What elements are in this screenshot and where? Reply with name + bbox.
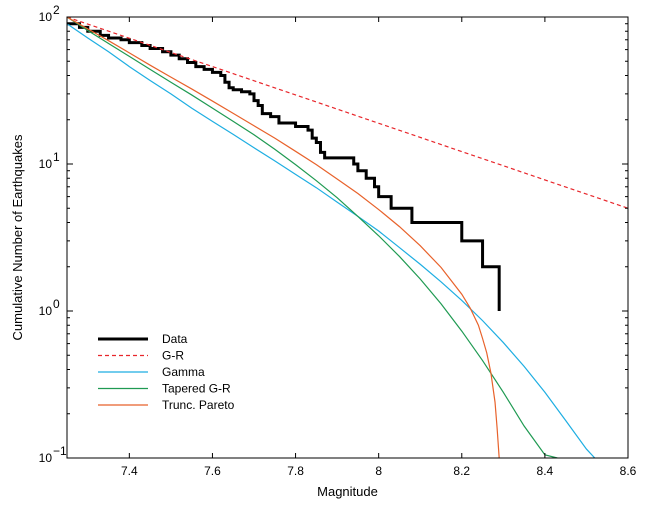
x-tick-label: 8 — [375, 464, 382, 478]
y-tick-label: 10 — [39, 10, 53, 24]
series-line-gamma — [67, 23, 596, 458]
y-tick-base: 10 — [39, 157, 53, 171]
x-tick-label: 8.6 — [620, 464, 637, 478]
series-line-data — [67, 22, 501, 311]
y-tick-label: 10 — [39, 304, 53, 318]
x-axis-title: Magnitude — [317, 484, 378, 499]
legend: Data G-R Gamma Tapered G-R Trunc. Pareto — [98, 332, 235, 412]
y-tick-exponent: 0 — [53, 297, 60, 311]
x-tick-label: 8.2 — [453, 464, 470, 478]
y-tick-exponent: 1 — [53, 150, 60, 164]
y-tick-label: 10 — [39, 451, 53, 465]
series-line-trunc-pareto — [67, 17, 500, 458]
legend-label-g-r: G-R — [162, 349, 184, 363]
x-tick-label: 7.6 — [204, 464, 221, 478]
y-tick-exponent: −1 — [53, 444, 67, 458]
y-tick-exponent: 2 — [53, 3, 60, 17]
y-tick-base: 10 — [39, 10, 53, 24]
y-tick-base: 10 — [39, 451, 53, 465]
x-tick-label: 8.4 — [537, 464, 554, 478]
series-line-tapered-g-r — [67, 17, 558, 458]
legend-label-gamma: Gamma — [162, 365, 205, 379]
series-line-g-r — [67, 17, 628, 209]
legend-label-trunc-pareto: Trunc. Pareto — [162, 398, 235, 412]
x-tick-label: 7.4 — [121, 464, 138, 478]
y-tick-label: 10 — [39, 157, 53, 171]
axes-box — [66, 16, 629, 459]
legend-label-data: Data — [162, 332, 188, 346]
plot-area — [67, 17, 628, 458]
y-axis-title: Cumulative Number of Earthquakes — [10, 134, 25, 340]
y-tick-base: 10 — [39, 304, 53, 318]
legend-label-tapered-g-r: Tapered G-R — [162, 382, 231, 396]
x-tick-label: 7.8 — [287, 464, 304, 478]
